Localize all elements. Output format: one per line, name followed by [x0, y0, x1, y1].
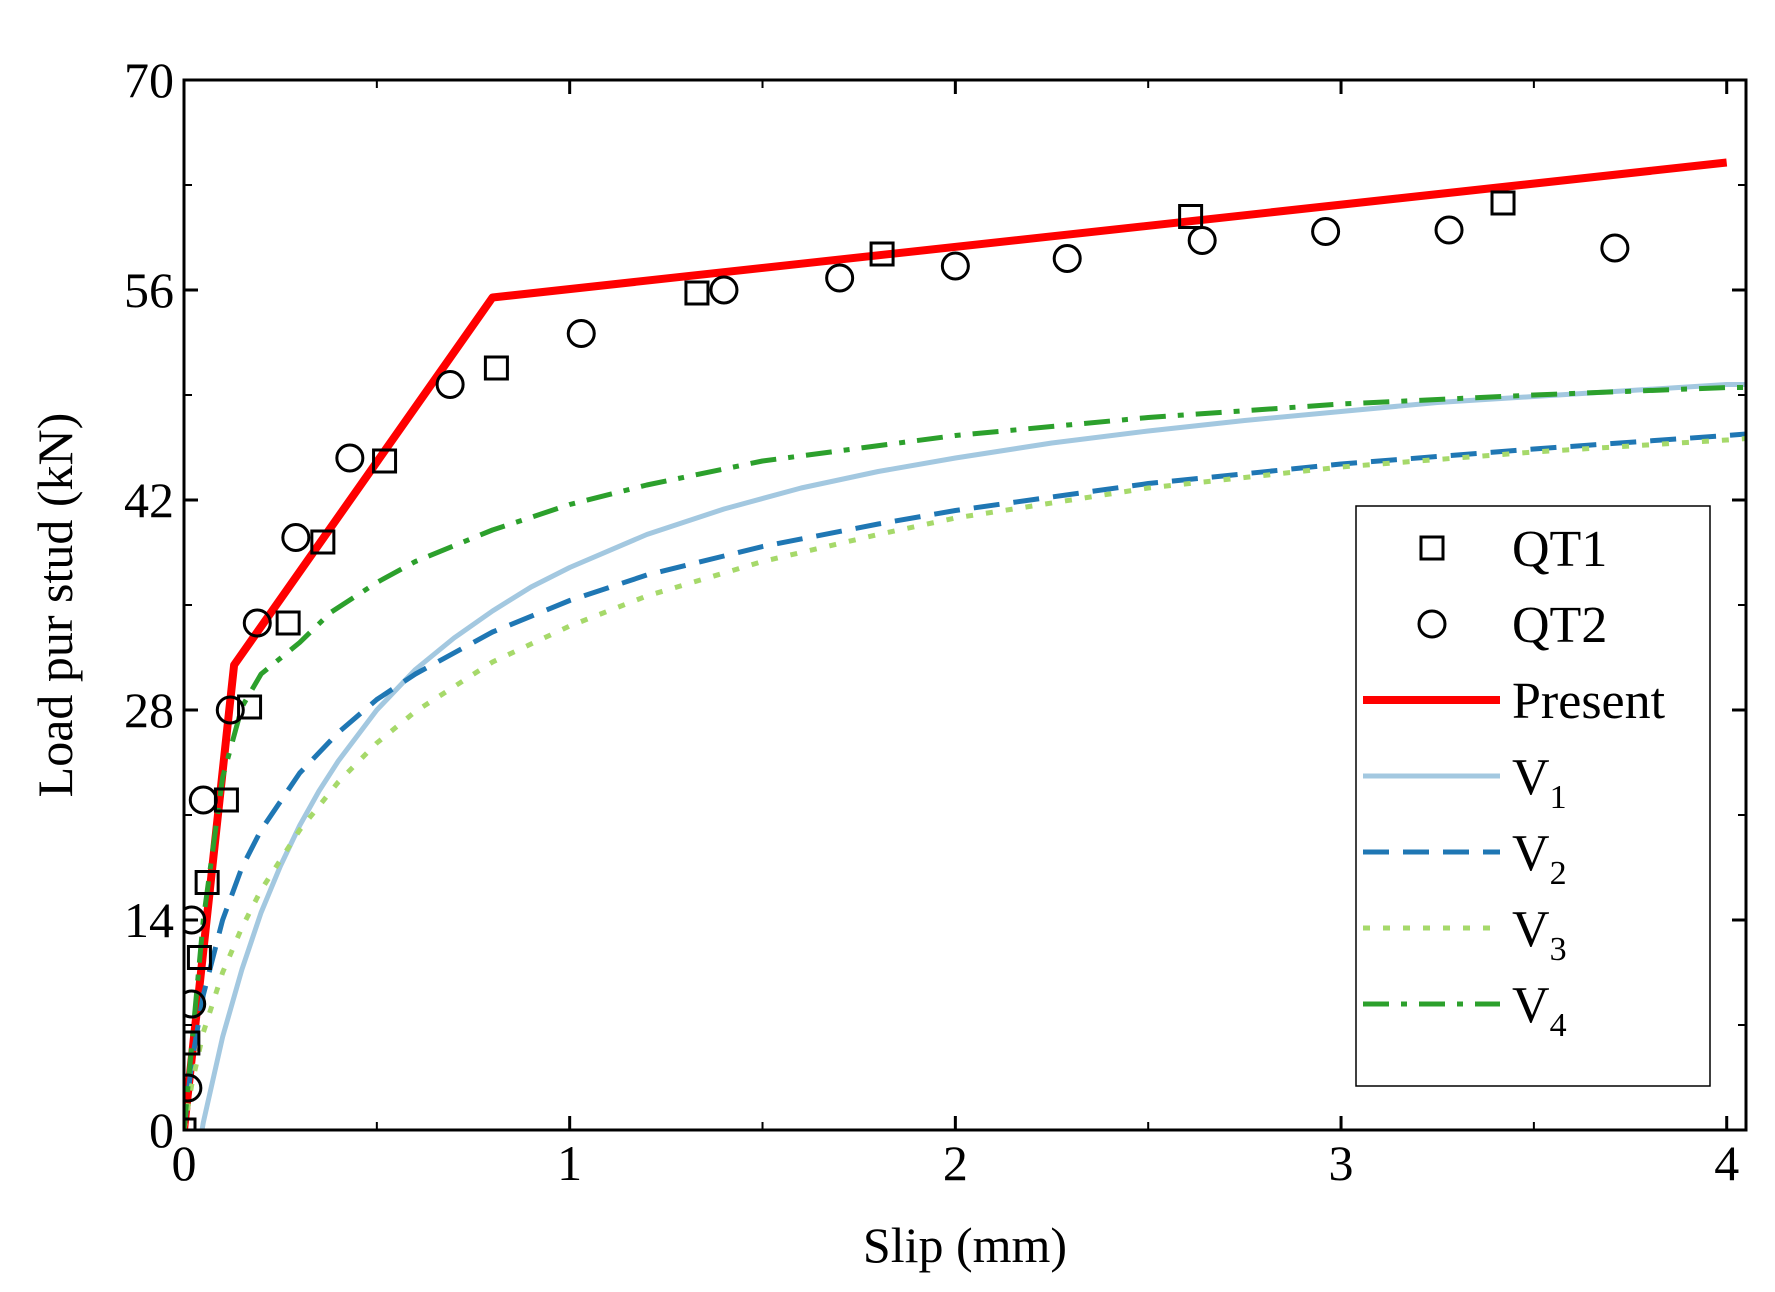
- y-tick-label: 56: [124, 262, 174, 318]
- legend-label-text: V: [1512, 901, 1550, 958]
- legend-label: V2: [1512, 825, 1567, 892]
- legend-label: V3: [1512, 901, 1567, 968]
- qt1-point: [194, 870, 220, 895]
- qt1-point: [237, 694, 263, 720]
- qt2-point: [940, 251, 970, 281]
- qt2-point: [1052, 244, 1082, 273]
- legend-label-text: QT2: [1512, 597, 1607, 654]
- legend-item-present: Present: [1363, 673, 1666, 730]
- qt2-point: [184, 989, 207, 1019]
- qt2-point: [184, 905, 207, 935]
- legend-label-text: V: [1512, 977, 1550, 1034]
- legend-label-text: V: [1512, 749, 1550, 806]
- legend-label: Present: [1512, 673, 1666, 730]
- x-tick-label: 2: [943, 1135, 968, 1191]
- qt2-point: [709, 275, 739, 305]
- qt2-point: [281, 523, 311, 552]
- x-tick-label: 3: [1329, 1135, 1354, 1191]
- qt2-point: [1600, 233, 1630, 263]
- legend-label-text: V: [1512, 825, 1550, 882]
- qt1-point: [275, 610, 301, 636]
- legend-label: QT2: [1512, 597, 1607, 654]
- y-tick-label: 0: [149, 1102, 174, 1158]
- qt2-point: [188, 785, 218, 815]
- plot-frame: [182, 78, 1748, 1132]
- legend-label: QT1: [1512, 521, 1607, 578]
- v4-line: [184, 385, 1746, 1130]
- x-tick-label: 0: [172, 1135, 197, 1191]
- legend-label: V4: [1512, 977, 1567, 1044]
- y-tick-label: 42: [124, 472, 174, 528]
- qt2-point: [566, 319, 596, 348]
- legend-item-v4: V4: [1363, 977, 1567, 1044]
- v2-line: [184, 431, 1746, 1130]
- legend-label: V1: [1512, 749, 1567, 816]
- y-tick-label: 70: [124, 52, 174, 108]
- qt1-point: [483, 355, 509, 381]
- qt2-point: [335, 443, 365, 473]
- series-layer: [184, 158, 1746, 1130]
- qt2-point: [1187, 226, 1217, 255]
- qt1-point: [869, 241, 895, 267]
- y-tick-label: 14: [124, 892, 174, 948]
- legend-label-subscript: 2: [1550, 855, 1567, 892]
- qt2-point: [825, 263, 855, 293]
- legend-item-qt1: QT1: [1419, 521, 1607, 578]
- legend-label-text: Present: [1512, 673, 1666, 730]
- legend-label-subscript: 3: [1550, 931, 1567, 968]
- legend-item-v2: V2: [1363, 825, 1567, 892]
- qt1-point: [1490, 190, 1516, 216]
- legend-frame: [1355, 505, 1711, 1087]
- qt1-point: [684, 280, 710, 306]
- y-tick-label: 28: [124, 682, 174, 738]
- y-axis-title: Load pur stud (kN): [27, 413, 83, 798]
- qt2-point: [435, 370, 465, 399]
- v3-line: [184, 436, 1746, 1130]
- present-line: [184, 158, 1728, 1130]
- qt2-point: [242, 608, 272, 638]
- x-tick-label: 4: [1714, 1135, 1739, 1191]
- legend-qt2-marker: [1417, 609, 1447, 639]
- qt1-point: [310, 529, 336, 555]
- legend-item-qt2: QT2: [1417, 597, 1607, 654]
- v1-line: [199, 382, 1746, 1130]
- qt1-point: [186, 945, 212, 970]
- legend-item-v3: V3: [1363, 901, 1567, 968]
- legend-label-subscript: 1: [1550, 779, 1567, 816]
- qt2-point: [184, 1073, 203, 1103]
- legend-qt1-marker: [1419, 535, 1445, 561]
- qt1-point: [372, 448, 398, 474]
- qt2-point: [1434, 215, 1464, 245]
- legend-label-text: QT1: [1512, 521, 1607, 578]
- qt1-point: [1178, 204, 1204, 229]
- qt1-point: [184, 1030, 201, 1056]
- qt2-point: [1311, 217, 1341, 246]
- x-tick-label: 1: [557, 1135, 582, 1191]
- legend-item-v1: V1: [1363, 749, 1567, 816]
- qt2-point: [215, 695, 245, 725]
- legend-label-subscript: 4: [1550, 1007, 1567, 1044]
- x-axis-title: Slip (mm): [863, 1217, 1067, 1273]
